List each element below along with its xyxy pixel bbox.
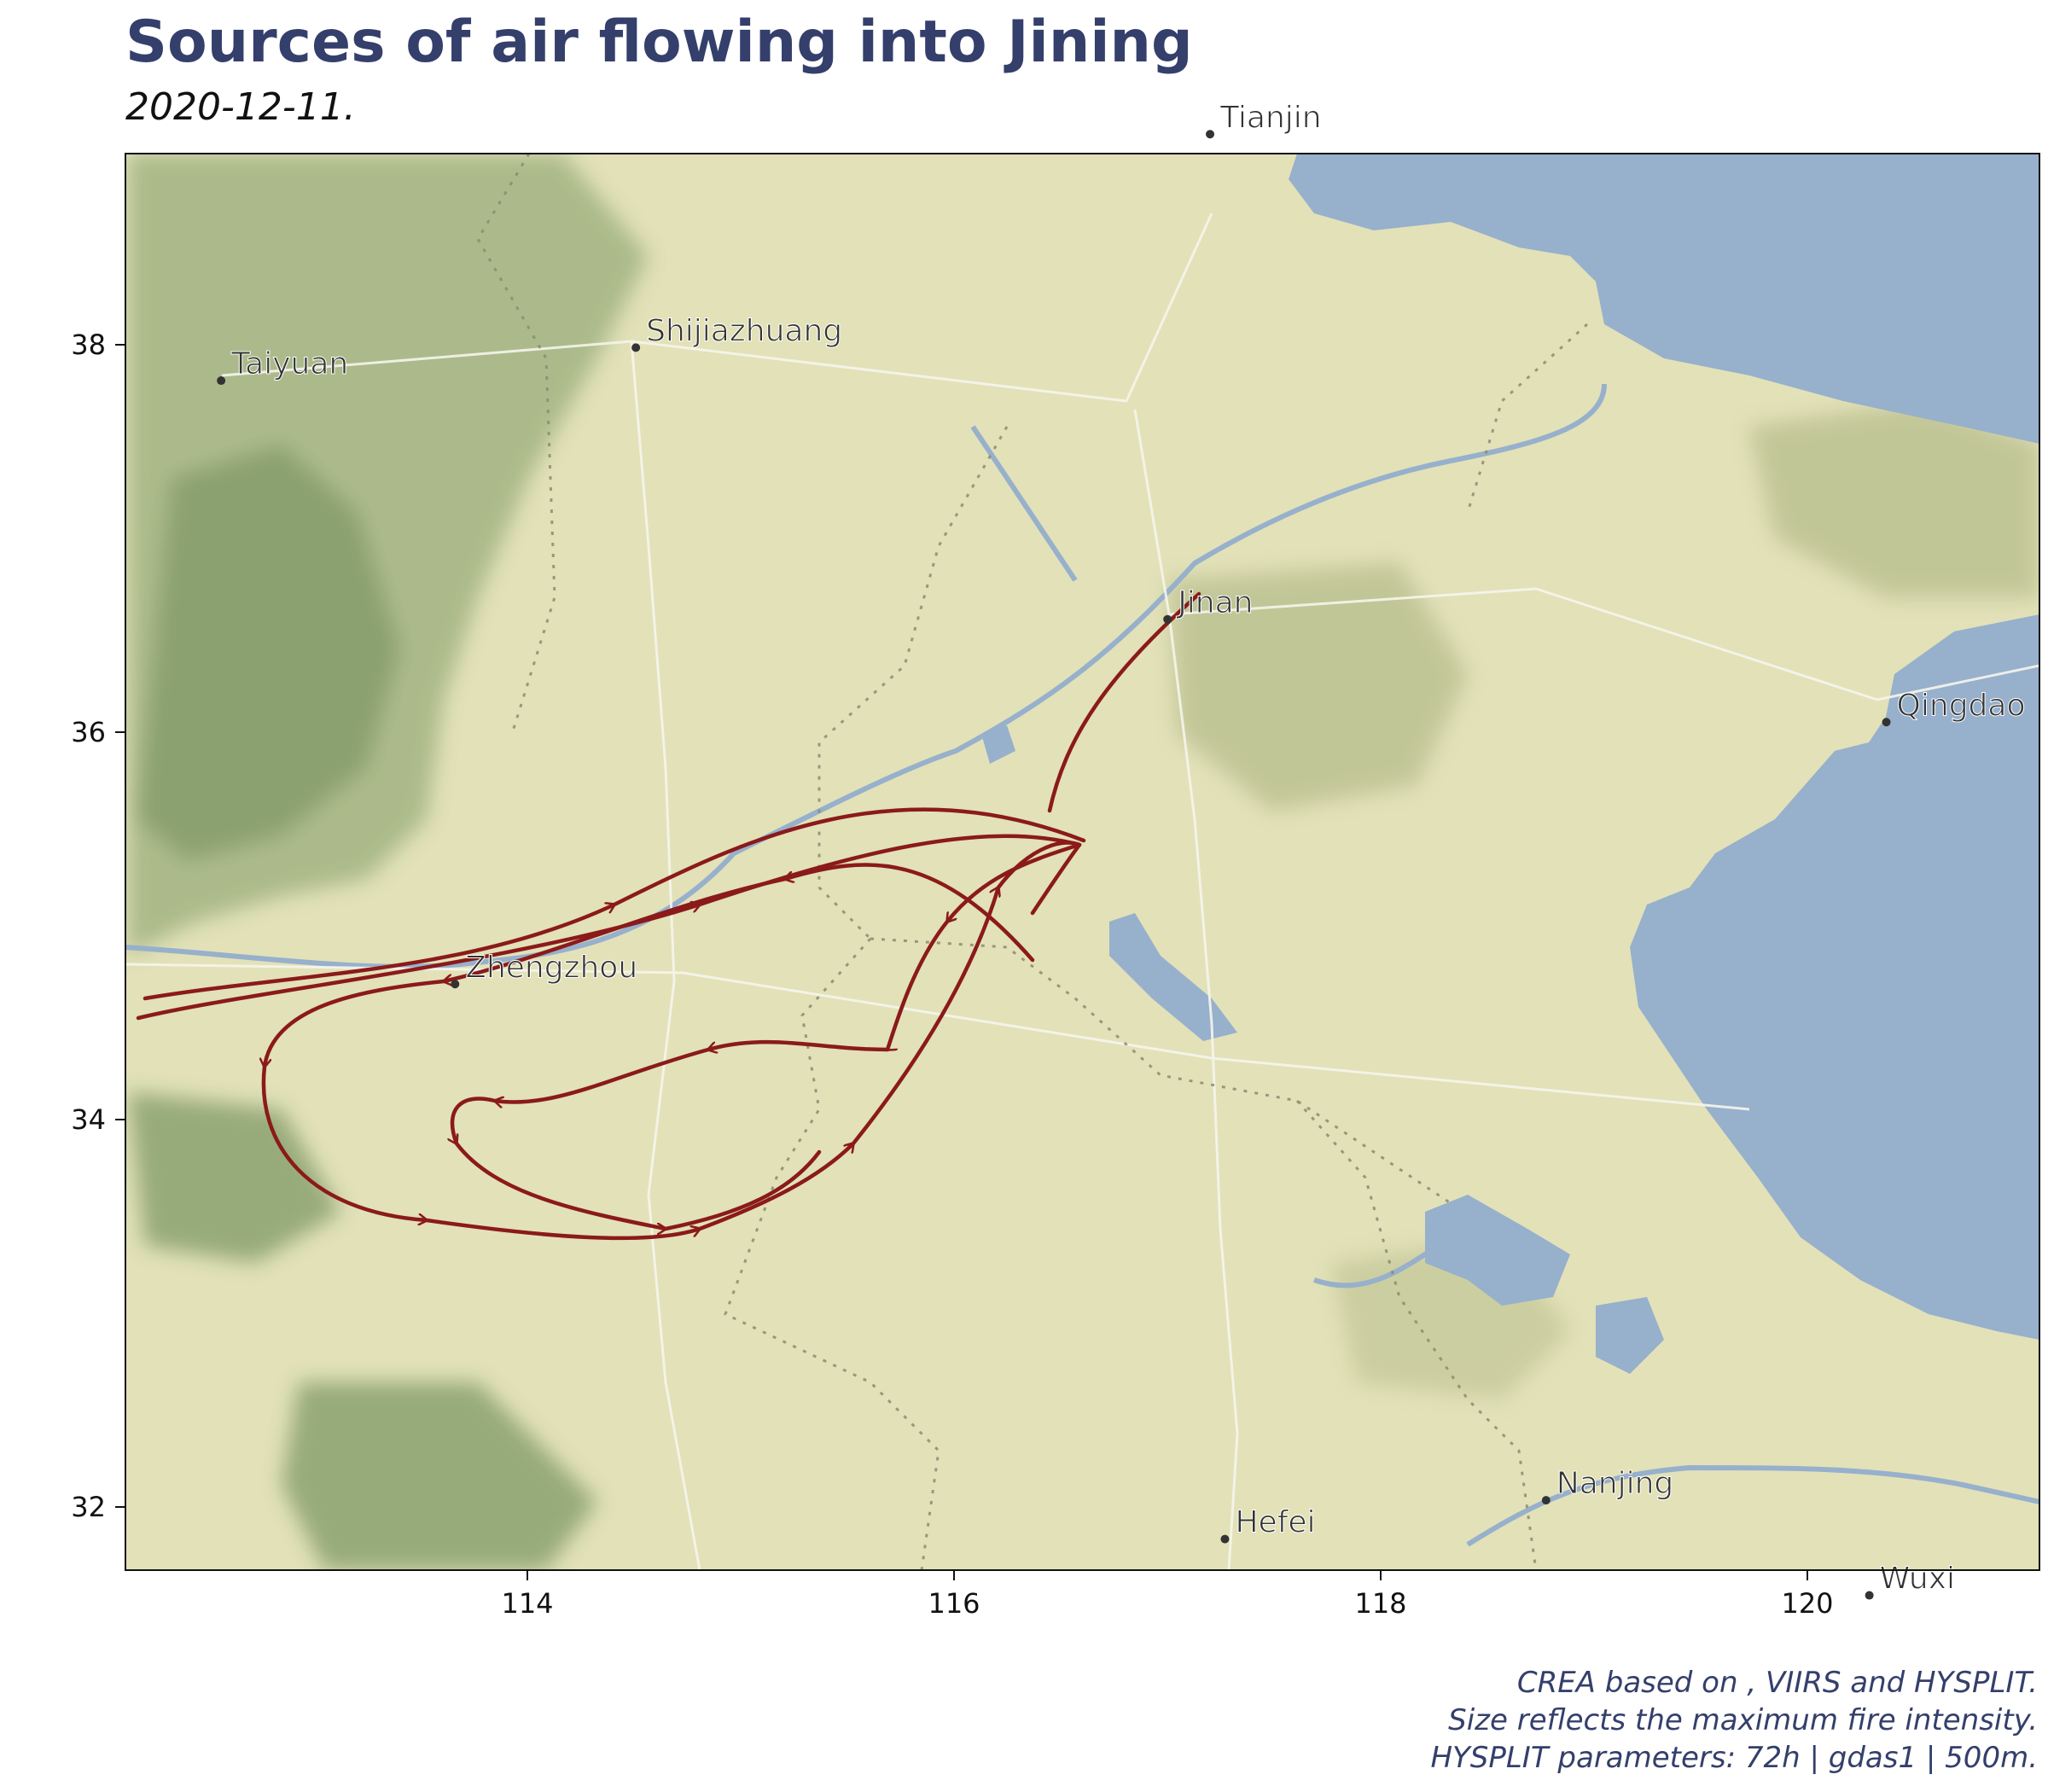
city-dot	[631, 343, 641, 352]
hongze-lake	[1425, 1195, 1570, 1306]
bohai-sea	[1289, 154, 2039, 444]
city-label: Qingdao	[1897, 688, 2026, 723]
yangtze-river	[1466, 1464, 2039, 1547]
caption-line: HYSPLIT parameters: 72h | gdas1 | 500m.	[1430, 1741, 2038, 1775]
chart-title: Sources of air flowing into Jining	[125, 9, 1193, 76]
trajectories	[136, 591, 1201, 1241]
huai-river	[1313, 1235, 1452, 1289]
city-label: Nanjing	[1556, 1466, 1673, 1501]
dongping-lake	[981, 725, 1015, 764]
yellow-sea	[1630, 614, 2039, 1340]
trajectory-line	[1047, 591, 1201, 813]
luoma-lake	[1596, 1297, 1664, 1374]
y-tick-label: 36	[71, 716, 106, 748]
city-dot	[1163, 614, 1172, 624]
city-dot	[1865, 1591, 1874, 1600]
plot-frame	[125, 153, 2040, 1571]
map-labels: Tianjin Shijiazhuang Taiyuan Jinan Qingdao Zh…	[217, 100, 2026, 1600]
y-tick-label: 34	[71, 1103, 106, 1136]
weishan-lake	[1109, 913, 1237, 1041]
city-dot	[1541, 1496, 1551, 1505]
city-label: Jinan	[1176, 585, 1253, 620]
x-axis: 114 116 118 120	[501, 1570, 1834, 1620]
x-tick-label: 114	[501, 1587, 553, 1620]
caption-line: CREA based on , VIIRS and HYSPLIT.	[1516, 1666, 2038, 1700]
city-label: Zhengzhou	[465, 950, 637, 985]
chart-subtitle: 2020-12-11.	[125, 85, 356, 129]
y-axis: 38 36 34 32	[71, 329, 125, 1523]
y-tick-label: 38	[71, 329, 106, 361]
chao-lake	[1109, 1587, 1178, 1621]
y-tick-label: 32	[71, 1491, 106, 1523]
x-tick-label: 118	[1354, 1587, 1406, 1620]
trajectory-line	[1030, 842, 1082, 916]
x-tick-label: 116	[928, 1587, 980, 1620]
city-dot	[1206, 130, 1215, 139]
x-tick-label: 120	[1781, 1587, 1833, 1620]
trajectory-line	[452, 842, 1082, 1229]
city-dot	[451, 980, 460, 989]
city-dot	[217, 376, 226, 386]
city-dot	[1882, 718, 1891, 727]
water-bodies	[981, 154, 2039, 1621]
city-label: Taiyuan	[230, 346, 348, 381]
city-label: Shijiazhuang	[646, 313, 842, 348]
grand-canal	[970, 425, 1078, 582]
trajectory-map: Tianjin Shijiazhuang Taiyuan Jinan Qingdao Zh…	[71, 100, 2040, 1621]
city-label: Wuxi	[1880, 1562, 1955, 1597]
city-label: Tianjin	[1219, 100, 1322, 135]
city-label: Hefei	[1235, 1505, 1315, 1540]
caption-line: Size reflects the maximum fire intensity…	[1448, 1703, 2038, 1737]
basemap	[125, 154, 2039, 1621]
city-dot	[1220, 1534, 1230, 1544]
